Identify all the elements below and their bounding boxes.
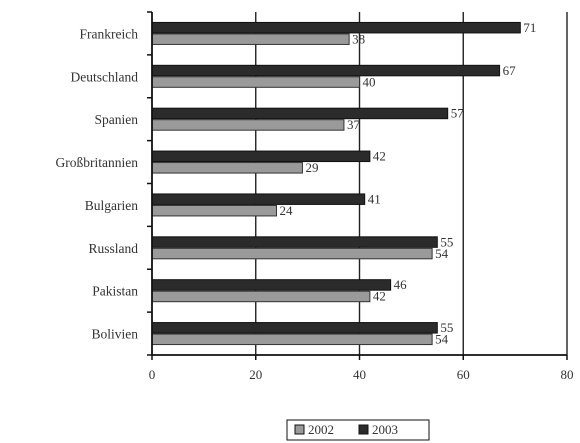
bar-2002-bulgarien xyxy=(151,204,277,217)
data-label-2003-pakistan: 46 xyxy=(394,277,408,292)
data-label-2003-frankreich: 71 xyxy=(523,20,536,35)
legend-label-2003: 2003 xyxy=(372,422,398,437)
category-label-gro-britannien: Großbritannien xyxy=(56,155,139,170)
x-tick-label-0: 0 xyxy=(149,367,156,382)
data-label-2003-deutschland: 67 xyxy=(503,63,517,78)
bar-2002-pakistan xyxy=(151,290,371,303)
bar-2002-deutschland xyxy=(151,76,360,88)
x-tick-label-20: 20 xyxy=(249,367,262,382)
data-label-2003-russland: 55 xyxy=(440,234,453,249)
bar-2002-bolivien xyxy=(151,333,433,346)
data-label-2003-bolivien: 55 xyxy=(440,320,453,335)
data-label-2003-bulgarien: 41 xyxy=(368,191,381,206)
bar-2002-gro-britannien xyxy=(151,162,303,174)
bar-2003-bulgarien xyxy=(151,193,366,205)
data-label-2002-pakistan: 42 xyxy=(373,289,386,304)
category-label-pakistan: Pakistan xyxy=(92,284,138,299)
x-tick-label-80: 80 xyxy=(561,367,574,382)
bar-2003-pakistan xyxy=(151,279,392,291)
data-label-2002-deutschland: 40 xyxy=(363,74,376,89)
category-label-frankreich: Frankreich xyxy=(80,26,139,41)
bar-2002-frankreich xyxy=(151,33,350,45)
bar-2003-gro-britannien xyxy=(151,150,371,163)
legend-swatch-2002 xyxy=(294,424,305,435)
legend: 2002 2003 xyxy=(286,419,430,441)
data-label-2002-spanien: 37 xyxy=(347,117,361,132)
data-label-2003-gro-britannien: 42 xyxy=(373,149,386,164)
data-label-2002-bolivien: 54 xyxy=(435,332,449,347)
data-label-2002-frankreich: 38 xyxy=(352,31,365,46)
legend-label-2002: 2002 xyxy=(308,422,334,437)
bar-2003-frankreich xyxy=(151,21,521,34)
data-label-2002-russland: 54 xyxy=(435,246,449,261)
category-label-spanien: Spanien xyxy=(95,112,139,127)
gridlines xyxy=(255,12,568,355)
bar-2002-russland xyxy=(151,247,433,260)
legend-box xyxy=(286,419,430,441)
bar-2003-spanien xyxy=(151,107,449,120)
data-label-2003-spanien: 57 xyxy=(451,106,465,121)
labels: 71 38 Frankreich 67 40 Deutschland 57 37 Spanien… xyxy=(56,20,574,382)
bar-2002-spanien xyxy=(151,119,345,131)
data-label-2002-bulgarien: 24 xyxy=(280,203,294,218)
data-label-2002-gro-britannien: 29 xyxy=(305,160,318,175)
x-tick-label-40: 40 xyxy=(353,367,366,382)
x-tick-label-60: 60 xyxy=(457,367,470,382)
bar-2003-deutschland xyxy=(151,64,501,77)
legend-swatch-2003 xyxy=(358,424,369,435)
bars xyxy=(151,21,521,346)
category-label-bolivien: Bolivien xyxy=(92,327,139,342)
category-label-russland: Russland xyxy=(88,241,138,256)
bar-2003-bolivien xyxy=(151,322,438,334)
axes xyxy=(147,11,568,360)
bar-2003-russland xyxy=(151,236,438,248)
category-label-deutschland: Deutschland xyxy=(71,69,139,84)
category-label-bulgarien: Bulgarien xyxy=(85,198,138,213)
